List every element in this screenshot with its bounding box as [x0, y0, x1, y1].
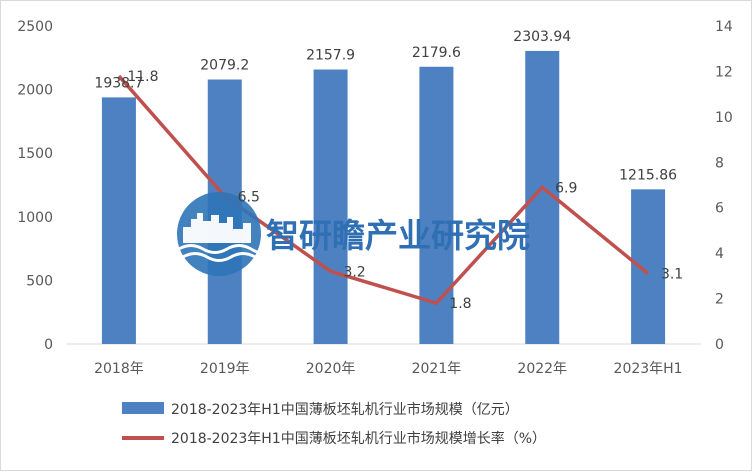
legend-line-label: 2018-2023年H1中国薄板坯轧机行业市场规模增长率（%） — [171, 430, 546, 447]
x-tick-label: 2023年H1 — [614, 361, 683, 377]
y-left-tick-label: 2000 — [17, 83, 53, 99]
legend: 2018-2023年H1中国薄板坯轧机行业市场规模（亿元） 2018-2023年… — [122, 401, 546, 447]
y-left-tick-label: 500 — [26, 273, 53, 289]
bar-value-label: 2157.9 — [306, 48, 355, 64]
y-right-tick-label: 14 — [715, 19, 733, 35]
y-left-tick-label: 1500 — [17, 146, 53, 162]
y-right-tick-label: 6 — [715, 201, 724, 217]
y-right-tick-label: 8 — [715, 155, 724, 171]
line-value-label: 1.8 — [449, 296, 471, 312]
y-left-tick-label: 2500 — [17, 19, 53, 35]
y-left-tick-label: 1000 — [17, 210, 53, 226]
legend-bar-swatch — [122, 402, 164, 414]
bar-value-label: 1215.86 — [619, 167, 677, 183]
y-left-tick-label: 0 — [44, 337, 53, 353]
legend-bar-label: 2018-2023年H1中国薄板坯轧机行业市场规模（亿元） — [171, 401, 519, 418]
y-right-tick-label: 10 — [715, 110, 733, 126]
bar-value-label: 2179.6 — [412, 45, 461, 61]
line-value-label: 6.9 — [555, 180, 577, 196]
y-right-tick-label: 4 — [715, 246, 724, 262]
x-tick-label: 2018年 — [94, 361, 144, 377]
x-tick-label: 2019年 — [200, 361, 250, 377]
line-value-label: 3.1 — [661, 267, 683, 283]
bar-series — [102, 51, 665, 344]
line-value-label: 6.5 — [238, 189, 260, 205]
y-right-tick-label: 2 — [715, 292, 724, 308]
bar-value-label: 2303.94 — [513, 29, 571, 45]
x-tick-label: 2022年 — [517, 361, 567, 377]
watermark-text: 智研瞻产业研究院 — [266, 216, 530, 255]
line-value-label: 3.2 — [343, 264, 365, 280]
x-tick-label: 2021年 — [412, 361, 462, 377]
x-tick-label: 2020年 — [306, 361, 356, 377]
bar — [102, 97, 136, 344]
line-value-label: 11.8 — [127, 69, 158, 85]
y-right-tick-label: 12 — [715, 64, 733, 80]
y-right-tick-label: 0 — [715, 337, 724, 353]
bar — [314, 70, 348, 344]
bar-value-label: 2079.2 — [200, 58, 249, 74]
